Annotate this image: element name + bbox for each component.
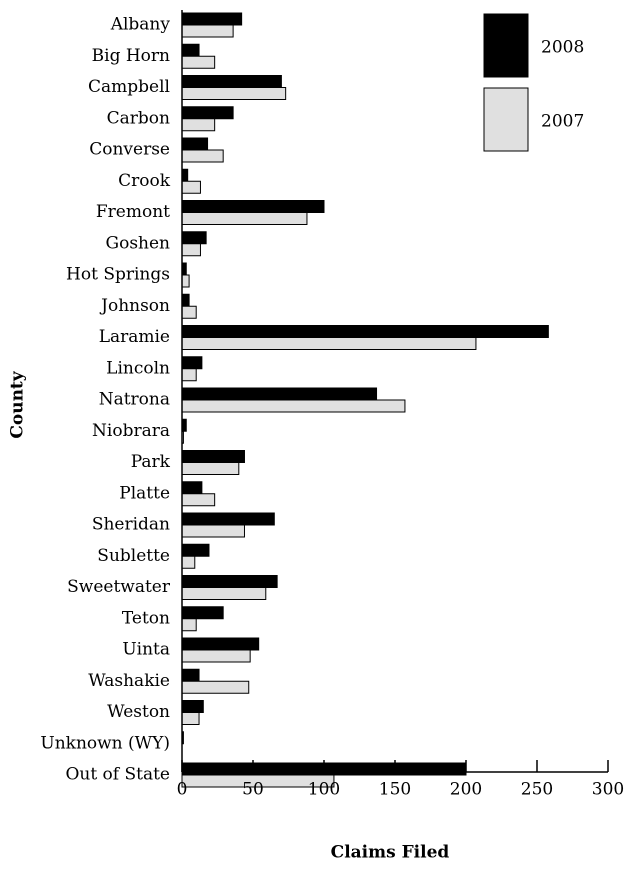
bar — [181, 637, 260, 651]
x-tick-label: 200 — [450, 780, 482, 800]
bar — [181, 450, 245, 463]
bar — [181, 24, 234, 38]
bar — [181, 368, 197, 382]
y-axis-label: County — [8, 370, 28, 438]
bar — [181, 493, 216, 507]
y-tick-label: Albany — [110, 15, 171, 35]
bar — [181, 55, 216, 69]
bar — [181, 587, 267, 600]
bar — [181, 606, 224, 620]
y-tick-label: Natrona — [99, 390, 170, 410]
y-tick-label: Sheridan — [92, 515, 170, 535]
bar — [181, 700, 204, 713]
legend-swatch — [483, 87, 529, 152]
bar — [181, 356, 203, 370]
y-tick-label: Converse — [89, 140, 170, 160]
bar — [181, 337, 477, 350]
bar — [181, 325, 549, 338]
bar — [181, 200, 325, 213]
bar — [181, 543, 210, 557]
y-tick-label: Niobrara — [92, 421, 170, 441]
bar — [181, 618, 197, 632]
legend-label: 2007 — [541, 112, 584, 132]
x-tick-label: 50 — [242, 780, 264, 800]
y-tick-label: Unknown (WY) — [40, 733, 170, 753]
bar — [181, 75, 282, 88]
y-tick-label: Out of State — [65, 765, 170, 785]
bar — [181, 524, 245, 538]
x-tick-label: 100 — [308, 780, 340, 800]
y-tick-label: Teton — [122, 608, 170, 628]
bar — [181, 87, 287, 100]
y-tick-label: Lincoln — [106, 358, 170, 378]
y-tick-label: Carbon — [107, 108, 170, 128]
y-tick-label: Platte — [119, 483, 170, 503]
bar — [181, 512, 275, 526]
x-tick-label: 300 — [592, 780, 624, 800]
y-tick-label: Big Horn — [92, 46, 170, 66]
y-tick-label: Sublette — [97, 546, 170, 566]
bar — [181, 712, 200, 725]
y-tick-label: Johnson — [99, 296, 170, 316]
bar — [181, 649, 251, 663]
y-tick-label: Sweetwater — [67, 577, 171, 597]
y-tick-label: Campbell — [88, 77, 170, 97]
legend-swatch — [483, 13, 529, 78]
y-tick-label: Park — [131, 452, 171, 472]
legend-label: 2008 — [541, 38, 584, 58]
bar — [181, 399, 406, 413]
y-tick-label: Fremont — [96, 202, 170, 222]
bar — [181, 575, 278, 588]
y-tick-label: Washakie — [88, 671, 170, 691]
bar — [181, 305, 197, 319]
bar — [181, 293, 190, 307]
bar — [181, 43, 200, 57]
x-tick-label: 250 — [521, 780, 553, 800]
bar — [181, 462, 240, 475]
y-tick-label: Crook — [118, 171, 171, 191]
bar — [181, 243, 201, 257]
bar — [181, 118, 216, 132]
y-tick-label: Laramie — [99, 327, 170, 347]
bar — [181, 481, 203, 495]
bar — [181, 774, 335, 788]
y-tick-label: Goshen — [106, 233, 171, 253]
bar — [181, 231, 207, 245]
bar — [181, 12, 243, 26]
bar — [181, 274, 190, 288]
x-axis-label: Claims Filed — [331, 843, 450, 863]
bar — [181, 180, 201, 194]
bar — [181, 680, 250, 694]
bar — [181, 106, 234, 120]
y-tick-label: Hot Springs — [66, 265, 170, 285]
bar — [181, 555, 196, 569]
bar — [181, 149, 224, 163]
x-tick-label: 150 — [379, 780, 411, 800]
y-tick-label: Weston — [107, 702, 170, 722]
bar — [181, 168, 189, 182]
bar — [181, 137, 209, 151]
bar — [181, 387, 378, 401]
x-tick-label: 0 — [177, 780, 188, 800]
bar — [181, 668, 200, 682]
bar — [181, 212, 308, 225]
y-tick-label: Uinta — [122, 640, 170, 660]
